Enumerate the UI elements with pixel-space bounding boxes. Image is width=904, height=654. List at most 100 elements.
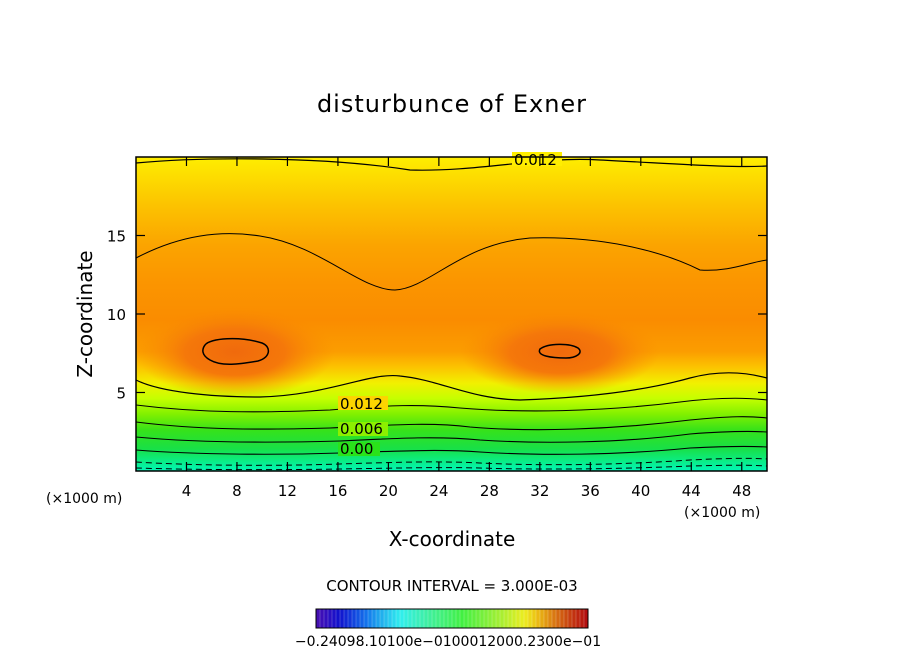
x-tick-label: 20 xyxy=(379,482,398,500)
colorbar-cell xyxy=(492,609,497,628)
contour-line-0.012 xyxy=(136,372,767,401)
closed-contour-right xyxy=(538,343,581,359)
contour-line-0.006 xyxy=(136,416,767,431)
colorbar-cell xyxy=(508,609,513,628)
colorbar-cell xyxy=(584,609,589,628)
x-tick-label: 4 xyxy=(182,482,192,500)
colorbar-cell xyxy=(416,609,421,628)
colorbar-cell xyxy=(560,609,565,628)
colorbar-cell xyxy=(440,609,445,628)
colorbar-cell xyxy=(520,609,525,628)
x-tick-label: 40 xyxy=(631,482,650,500)
colorbar-cell xyxy=(552,609,557,628)
colorbar-cell xyxy=(352,609,357,628)
colorbar-cell xyxy=(344,609,349,628)
x-tick-label: 32 xyxy=(530,482,549,500)
colorbar-cell xyxy=(376,609,381,628)
colorbar-cell xyxy=(368,609,373,628)
contour-field xyxy=(136,157,767,471)
closed-contour-left xyxy=(202,337,270,365)
contour-line-0.00 xyxy=(136,445,767,455)
colorbar-cell xyxy=(324,609,329,628)
x-axis: 4 8 12 16 20 24 28 32 36 40 44 48 xyxy=(182,157,751,500)
colorbar-cell xyxy=(356,609,361,628)
colorbar-cell xyxy=(364,609,369,628)
core-right xyxy=(460,310,660,394)
colorbar-cell xyxy=(396,609,401,628)
colorbar-cell xyxy=(480,609,485,628)
x-tick-label: 16 xyxy=(328,482,347,500)
colorbar-cell xyxy=(580,609,585,628)
x-tick-label: 36 xyxy=(581,482,600,500)
colorbar-cell xyxy=(476,609,481,628)
colorbar-cell xyxy=(424,609,429,628)
x-tick-label: 8 xyxy=(232,482,242,500)
colorbar-cell xyxy=(420,609,425,628)
colorbar-cell xyxy=(564,609,569,628)
colorbar-cell xyxy=(500,609,505,628)
colorbar-cell xyxy=(348,609,353,628)
colorbar-cell xyxy=(504,609,509,628)
colorbar-cell xyxy=(468,609,473,628)
colorbar-cell xyxy=(408,609,413,628)
colorbar-cell xyxy=(448,609,453,628)
colorbar xyxy=(315,608,589,629)
x-axis-label: X-coordinate xyxy=(389,527,516,551)
contour-labels: 0.012 0.012 0.006 0.00 xyxy=(338,151,562,458)
colorbar-cell xyxy=(484,609,489,628)
colorbar-cell xyxy=(336,609,341,628)
colorbar-cell xyxy=(456,609,461,628)
x-tick-label: 48 xyxy=(732,482,751,500)
colorbar-cell xyxy=(444,609,449,628)
colorbar-cell xyxy=(380,609,385,628)
core-left xyxy=(136,306,335,398)
colorbar-cell xyxy=(404,609,409,628)
colorbar-cell xyxy=(576,609,581,628)
contour-line-a xyxy=(136,397,767,413)
contour-line-b xyxy=(136,430,767,443)
x-unit-left: (×1000 m) xyxy=(46,491,122,507)
colorbar-cell xyxy=(328,609,333,628)
colorbar-cell xyxy=(496,609,501,628)
colorbar-cell xyxy=(432,609,437,628)
contour-label-top: 0.012 xyxy=(514,151,557,169)
contour-interval: CONTOUR INTERVAL = 3.000E-03 xyxy=(326,577,577,595)
colorbar-cell xyxy=(400,609,405,628)
y-axis-label: Z-coordinate xyxy=(73,250,97,377)
colorbar-cell xyxy=(512,609,517,628)
colorbar-cell xyxy=(452,609,457,628)
contour-label-0.00: 0.00 xyxy=(340,440,373,458)
colorbar-labels: −0.24098.10100e−0100012000.2300e−01 xyxy=(295,634,601,650)
contour-label-0.012: 0.012 xyxy=(340,395,383,413)
y-tick-label: 5 xyxy=(116,385,126,403)
colorbar-cell xyxy=(536,609,541,628)
x-tick-label: 24 xyxy=(429,482,448,500)
contour-line-top xyxy=(136,158,767,171)
colorbar-cell xyxy=(340,609,345,628)
y-tick-label: 15 xyxy=(107,228,126,246)
x-tick-label: 44 xyxy=(682,482,701,500)
contour-line-dashed-2 xyxy=(136,464,767,471)
colorbar-cell xyxy=(332,609,337,628)
x-tick-label: 28 xyxy=(480,482,499,500)
colorbar-cell xyxy=(488,609,493,628)
colorbar-cell xyxy=(532,609,537,628)
colorbar-cell xyxy=(392,609,397,628)
x-tick-label: 12 xyxy=(278,482,297,500)
chart-title: disturbunce of Exner xyxy=(317,90,587,118)
colorbar-cell xyxy=(472,609,477,628)
colorbar-cell xyxy=(384,609,389,628)
colorbar-cell xyxy=(516,609,521,628)
x-unit-right: (×1000 m) xyxy=(684,505,760,521)
colorbar-cell xyxy=(540,609,545,628)
colorbar-cell xyxy=(460,609,465,628)
colorbar-cell xyxy=(572,609,577,628)
colorbar-cell xyxy=(528,609,533,628)
colorbar-cell xyxy=(464,609,469,628)
colorbar-cell xyxy=(320,609,325,628)
colorbar-cell xyxy=(428,609,433,628)
y-axis: 5 10 15 xyxy=(107,228,767,403)
colorbar-cell xyxy=(412,609,417,628)
colorbar-cell xyxy=(316,609,321,628)
